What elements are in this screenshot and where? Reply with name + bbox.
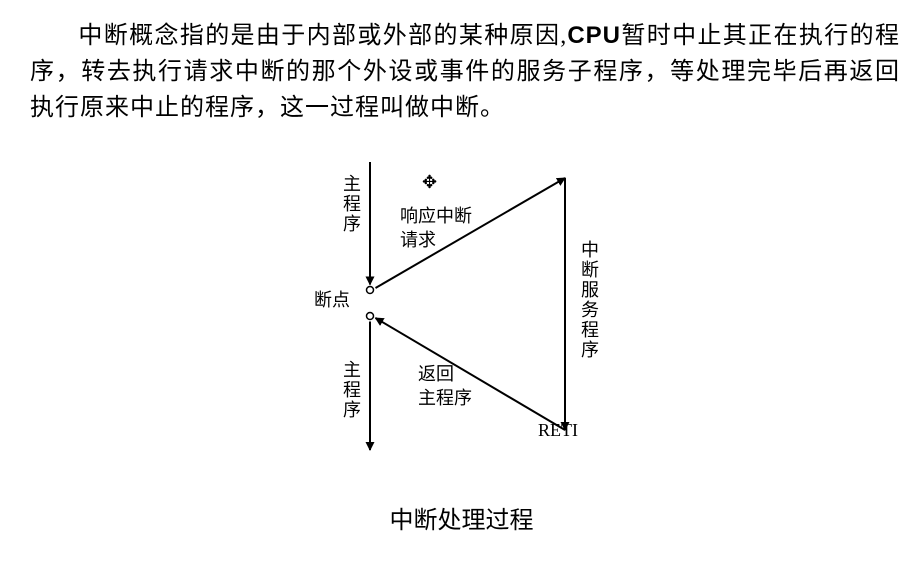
- para-prefix: 中断概念指的是由于内部或外部的某种原因,: [78, 23, 567, 49]
- cursor-icon: ✥: [422, 172, 437, 193]
- label-service: 中断服务程序: [576, 240, 602, 360]
- label-breakpoint: 断点: [314, 286, 350, 312]
- para-bold: CPU: [567, 22, 621, 49]
- label-reti: RETI: [538, 420, 578, 441]
- label-return2: 主程序: [418, 384, 472, 410]
- label-response2: 请求: [400, 226, 436, 252]
- diagram-caption: 中断处理过程: [0, 500, 923, 535]
- label-response1: 响应中断: [400, 202, 472, 228]
- label-main-top: 主程序: [338, 174, 364, 234]
- label-main-bottom: 主程序: [338, 360, 364, 420]
- interrupt-diagram: 主程序 主程序 中断服务程序 断点 响应中断 请求 返回 主程序 RETI ✥: [300, 150, 640, 470]
- intro-paragraph: 中断概念指的是由于内部或外部的某种原因,CPU暂时中止其正在执行的程序，转去执行…: [30, 18, 900, 126]
- label-return1: 返回: [418, 360, 454, 386]
